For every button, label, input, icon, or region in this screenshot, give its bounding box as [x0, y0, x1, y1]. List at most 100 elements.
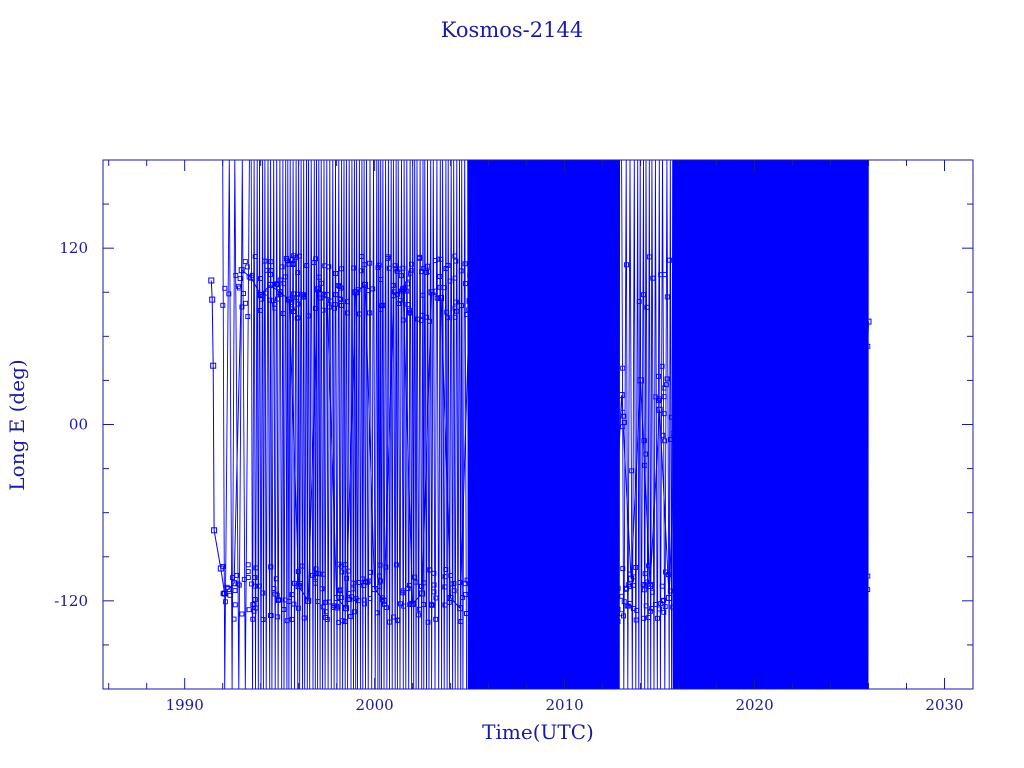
cluster-point [356, 580, 362, 585]
cluster-point [752, 343, 757, 348]
cluster-point [584, 594, 590, 600]
cluster-point [779, 595, 785, 601]
data-point [314, 286, 321, 293]
cluster-point [476, 291, 482, 297]
cluster-point [241, 291, 246, 296]
cluster-point [569, 613, 575, 619]
cluster-point [676, 619, 682, 625]
cluster-point [746, 408, 752, 414]
cluster-point [385, 254, 391, 260]
cluster-point [519, 579, 525, 585]
cluster-point [630, 574, 636, 580]
cluster-point [563, 605, 569, 611]
cluster-point [686, 607, 692, 613]
cluster-point [358, 268, 364, 274]
cluster-point [662, 604, 668, 610]
cluster-point [793, 564, 798, 570]
cluster-point [339, 303, 344, 308]
cluster-point [446, 599, 452, 605]
cluster-point [848, 300, 854, 306]
cluster-point [235, 581, 241, 587]
cluster-point [301, 294, 307, 300]
cluster-point [769, 436, 775, 442]
cluster-point [282, 597, 288, 603]
cluster-point [774, 265, 779, 270]
cluster-point [282, 274, 288, 280]
cluster-point [407, 602, 413, 608]
cluster-point [674, 600, 680, 606]
cluster-point [472, 591, 478, 597]
cluster-point [587, 569, 593, 575]
cluster-point [442, 574, 448, 580]
cluster-point [590, 254, 596, 260]
cluster-point [333, 292, 339, 298]
cluster-point [236, 582, 242, 588]
cluster-point [313, 574, 318, 580]
cluster-point [722, 337, 728, 343]
cluster-point [757, 389, 763, 395]
cluster-point [739, 400, 745, 406]
cluster-point [431, 582, 437, 588]
cluster-point [268, 564, 274, 570]
cluster-point [404, 281, 410, 287]
cluster-point [806, 434, 812, 440]
cluster-point [495, 610, 501, 616]
cluster-point [558, 578, 564, 584]
cluster-point [824, 593, 829, 599]
cluster-point [549, 317, 555, 323]
cluster-point [810, 413, 816, 419]
cluster-point [853, 294, 858, 300]
cluster-point [802, 603, 808, 609]
cluster-point [552, 287, 557, 293]
cluster-point [501, 562, 506, 568]
cluster-point [665, 572, 671, 578]
cluster-point [222, 599, 228, 605]
cluster-point [267, 297, 272, 303]
cluster-point [421, 265, 427, 271]
cluster-point [466, 307, 472, 313]
cluster-point [474, 607, 480, 613]
cluster-point [574, 318, 580, 324]
cluster-point [692, 595, 698, 601]
cluster-point [351, 265, 357, 271]
cluster-point [733, 601, 739, 607]
cluster-point [798, 589, 804, 595]
cluster-point [570, 255, 576, 261]
cluster-point [865, 573, 871, 579]
cluster-point [646, 615, 652, 620]
cluster-point [507, 259, 513, 265]
cluster-point [427, 318, 432, 324]
cluster-point [847, 253, 853, 259]
cluster-point [708, 265, 714, 271]
cluster-point [438, 256, 444, 262]
cluster-point [701, 433, 707, 439]
cluster-point [488, 257, 494, 263]
cluster-point [243, 300, 249, 306]
cluster-point [601, 294, 607, 300]
cluster-point [281, 281, 287, 287]
cluster-point [391, 289, 397, 295]
cluster-point [400, 590, 406, 596]
cluster-point [473, 306, 479, 312]
cluster-point [811, 277, 817, 283]
cluster-point [245, 569, 251, 575]
cluster-point [245, 314, 251, 319]
cluster-point [380, 597, 386, 603]
cluster-point [745, 392, 751, 397]
series-drift-line [250, 160, 468, 689]
cluster-point [739, 313, 744, 319]
cluster-point [334, 603, 340, 609]
cluster-point [452, 314, 458, 320]
cluster-point [344, 299, 350, 305]
x-tick-label: 2030 [925, 696, 963, 714]
cluster-point [559, 302, 565, 308]
cluster-point [342, 562, 348, 568]
cluster-point [701, 425, 707, 431]
cluster-point [587, 561, 593, 567]
cluster-point [841, 614, 847, 620]
cluster-point [445, 262, 451, 268]
cluster-point [291, 261, 297, 267]
cluster-point [705, 606, 711, 612]
cluster-point [571, 292, 577, 298]
cluster-point [720, 423, 726, 429]
